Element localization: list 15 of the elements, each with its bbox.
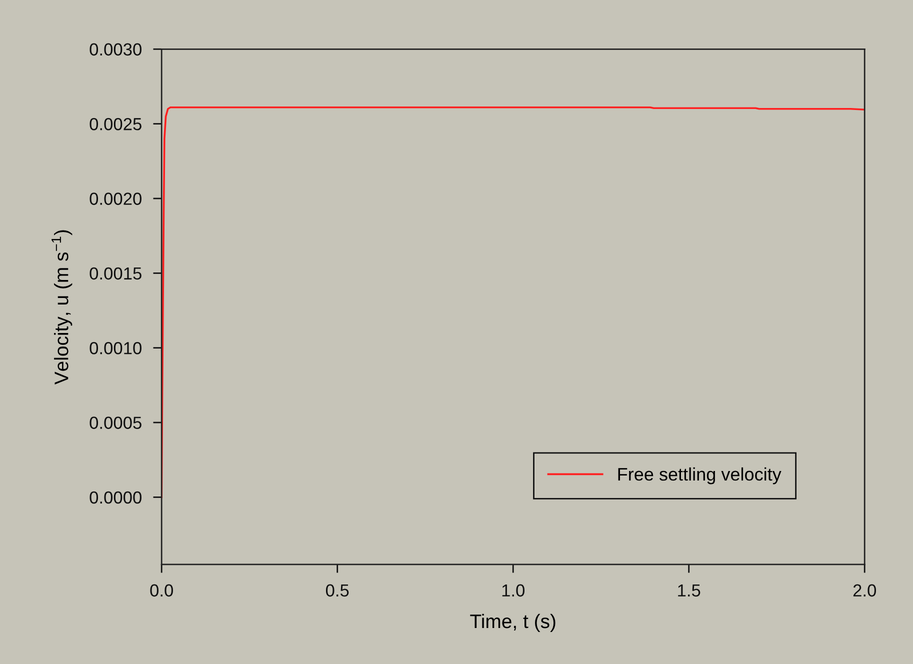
y-tick-label: 0.0025 [90,118,142,130]
y-tick-label: 0.0010 [90,342,142,354]
y-tick-label: 0.0030 [90,43,142,56]
legend-label: Free settling velocity [618,467,782,484]
x-axis-title: Time, t (s) [470,614,556,632]
y-tick-label: 0.0000 [90,491,142,504]
x-tick-label: 0.0 [150,584,173,597]
y-axis-title: Velocity, u (m s$^{−1}$) [52,230,72,385]
x-tick-label: 0.5 [326,584,349,597]
y-tick-label: 0.0020 [90,192,142,205]
x-tick-label: 1.5 [678,584,700,597]
x-tick-label: 2.0 [853,584,876,597]
y-tick-label: 0.0005 [90,416,142,429]
y-tick-label: 0.0015 [90,267,142,280]
x-tick-label: 1.0 [502,584,524,597]
